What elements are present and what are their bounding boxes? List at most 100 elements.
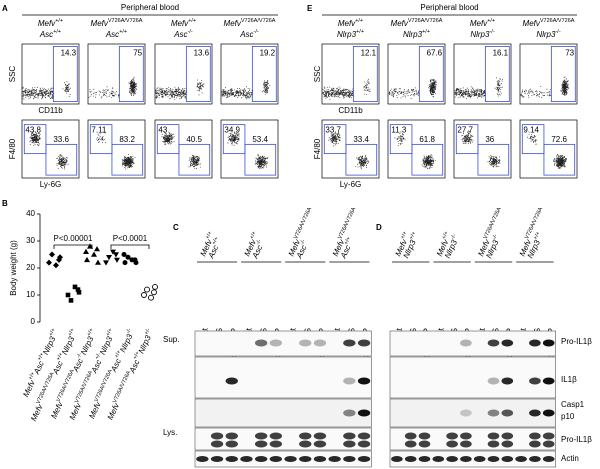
blot-membrane bbox=[194, 450, 372, 468]
point bbox=[95, 259, 101, 265]
band bbox=[501, 339, 514, 347]
gate-value: 53.4 bbox=[252, 135, 268, 144]
gate-value: 34.9 bbox=[224, 126, 240, 135]
band bbox=[210, 432, 224, 440]
blot-label: p10 bbox=[561, 412, 575, 421]
band bbox=[225, 456, 238, 462]
band bbox=[343, 432, 356, 440]
gate-value: 9.14 bbox=[523, 126, 539, 135]
genotype-gene: Asc bbox=[105, 30, 119, 39]
flow-events bbox=[155, 79, 205, 100]
genotype-allele: -/- bbox=[555, 29, 560, 35]
band bbox=[343, 339, 356, 347]
genotype-gene: Mefv bbox=[391, 19, 409, 28]
band bbox=[225, 440, 238, 448]
band bbox=[299, 339, 312, 347]
genotype-gene: Mefv bbox=[38, 19, 56, 28]
band bbox=[487, 409, 500, 417]
panel-letter: D bbox=[376, 223, 382, 232]
genotype-label: Asc+/+ bbox=[105, 29, 127, 39]
y-tick-label: 0 bbox=[31, 317, 36, 326]
band bbox=[501, 432, 514, 440]
band bbox=[254, 456, 268, 462]
genotype-allele: +/+ bbox=[205, 231, 214, 241]
genotype-gene: Nlrp3 bbox=[536, 30, 556, 39]
genotype-label: Nlrp3+/+ bbox=[403, 29, 430, 39]
blot-label: Casp1 bbox=[561, 400, 585, 409]
section-title: Peripheral blood bbox=[420, 3, 478, 12]
flow-events bbox=[161, 131, 175, 145]
blot-label: Actin bbox=[561, 454, 579, 463]
band bbox=[487, 456, 500, 462]
blot-label: IL1β bbox=[561, 375, 577, 384]
genotype-allele: +/+ bbox=[400, 231, 409, 241]
flow-plot bbox=[321, 43, 380, 105]
flow-events bbox=[553, 154, 567, 169]
genotype-allele: V726A/V726A bbox=[113, 370, 133, 404]
genotype-gene: Mefv bbox=[106, 401, 122, 421]
flow-plot bbox=[87, 119, 146, 179]
gate-value: 33.6 bbox=[53, 135, 69, 144]
flow-events bbox=[328, 132, 341, 147]
flow-events bbox=[461, 130, 474, 145]
gate-value: 7.11 bbox=[91, 126, 107, 135]
flow-events bbox=[221, 80, 271, 100]
genotype-gene: Mefv bbox=[171, 19, 189, 28]
genotype-allele: +/+ bbox=[442, 231, 451, 241]
blot-membrane bbox=[389, 356, 556, 399]
genotype-gene: Mefv bbox=[224, 19, 242, 28]
band bbox=[299, 440, 312, 448]
genotype-label: Mefv+/+ bbox=[470, 18, 495, 28]
genotype-gene: Nlrp3 bbox=[118, 332, 134, 354]
fraction-label: Lys. bbox=[163, 428, 177, 437]
band bbox=[404, 456, 417, 462]
blot-membrane bbox=[194, 330, 372, 357]
band bbox=[269, 456, 283, 462]
flow-events bbox=[454, 77, 503, 100]
genotype-allele: +/+ bbox=[133, 351, 142, 361]
genotype-allele: V726A/V726A bbox=[338, 206, 358, 240]
band bbox=[529, 456, 541, 462]
flow-events bbox=[322, 78, 371, 100]
fraction-label: Sup. bbox=[163, 335, 179, 344]
band bbox=[501, 377, 514, 385]
genotype-allele: +/+ bbox=[487, 18, 495, 24]
genotype-gene: Mefv bbox=[338, 19, 356, 28]
band bbox=[299, 456, 312, 462]
genotype-allele: V726A/V726A bbox=[108, 18, 143, 24]
blot-membrane bbox=[389, 427, 556, 451]
genotype-label: Nlrp3-/- bbox=[536, 29, 560, 39]
gate-value: 67.6 bbox=[427, 49, 443, 58]
genotype-allele: +/+ bbox=[87, 328, 96, 338]
band bbox=[299, 432, 312, 440]
flow-events bbox=[388, 79, 437, 100]
gate-value: 14.3 bbox=[61, 49, 77, 58]
band bbox=[542, 409, 555, 417]
section-title: Peripheral blood bbox=[121, 3, 179, 12]
gate bbox=[455, 124, 479, 155]
panel-letter: C bbox=[173, 223, 179, 232]
band bbox=[542, 377, 555, 385]
band bbox=[328, 456, 341, 462]
flow-events bbox=[254, 154, 269, 169]
gate bbox=[543, 143, 576, 176]
genotype-gene: Nlrp3 bbox=[41, 335, 57, 357]
genotype-allele: -/- bbox=[126, 328, 134, 335]
genotype-label: Asc-/- bbox=[173, 29, 193, 39]
genotype-gene: Mefv bbox=[91, 19, 109, 28]
genotype-gene: Nlrp3 bbox=[470, 30, 490, 39]
gate-value: 33.4 bbox=[353, 135, 369, 144]
band bbox=[418, 440, 431, 448]
genotype-gene: Mefv bbox=[29, 402, 45, 422]
flow-events bbox=[487, 154, 501, 168]
genotype-allele: +/+ bbox=[344, 236, 353, 246]
band bbox=[210, 440, 224, 448]
band bbox=[269, 440, 283, 448]
point bbox=[87, 243, 93, 249]
band bbox=[542, 456, 555, 462]
band bbox=[357, 339, 371, 347]
genotype-allele: V726A/V726A bbox=[540, 18, 575, 24]
point bbox=[53, 262, 59, 269]
point bbox=[46, 259, 52, 266]
gate-value: 33.7 bbox=[325, 126, 341, 135]
